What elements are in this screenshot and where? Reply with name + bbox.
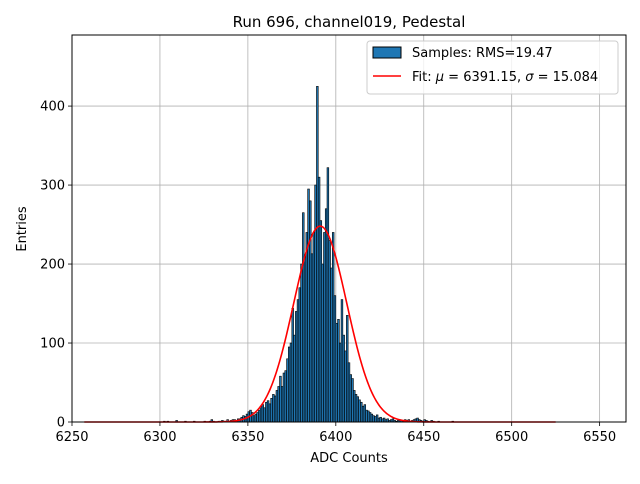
legend: Samples: RMS=19.47 Fit: μ = 6391.15, σ =… — [366, 40, 619, 95]
x-tick-label: 6250 — [55, 430, 88, 445]
legend-fit-prefix: Fit: — [412, 70, 436, 85]
legend-sigma-symbol: σ — [525, 70, 534, 85]
legend-samples-label: Samples: RMS=19.47 — [412, 46, 553, 61]
legend-fit-label: Fit: μ = 6391.15, σ = 15.084 — [412, 70, 598, 85]
legend-samples-swatch — [372, 46, 402, 59]
y-tick-label: 100 — [40, 337, 65, 352]
y-tick-label: 200 — [40, 258, 65, 273]
x-tick-label: 6500 — [495, 430, 528, 445]
x-tick-label: 6300 — [143, 430, 176, 445]
y-tick-label: 400 — [40, 100, 65, 115]
chart-title: Run 696, channel019, Pedestal — [233, 13, 466, 31]
plot-area-frame — [71, 34, 627, 423]
histogram-bars — [163, 86, 454, 423]
y-tick-label: 300 — [40, 179, 65, 194]
y-axis-label: Entries — [15, 206, 30, 252]
x-tick-label: 6400 — [319, 430, 352, 445]
x-tick-label: 6550 — [583, 430, 616, 445]
x-tick-label: 6350 — [231, 430, 264, 445]
grid-layer — [71, 35, 626, 423]
legend-sigma-value: = 15.084 — [533, 70, 598, 85]
axis-ticks: 6250 6300 6350 6400 6450 6500 6550 0 100 200 300 40… — [40, 100, 616, 445]
x-axis-label: ADC Counts — [310, 451, 388, 466]
legend-mu-symbol: μ — [435, 70, 444, 85]
legend-mu-value: = 6391.15, — [444, 70, 525, 85]
x-tick-label: 6450 — [407, 430, 440, 445]
y-tick-label: 0 — [57, 416, 65, 431]
legend-box — [366, 40, 619, 95]
